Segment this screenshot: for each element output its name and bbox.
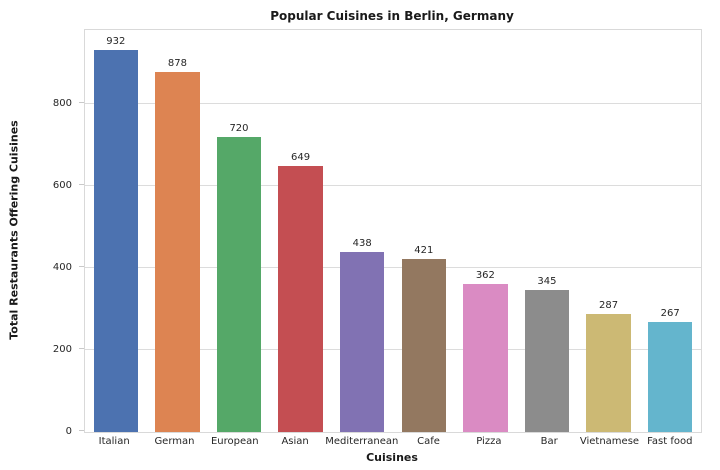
bar-german — [155, 71, 200, 432]
bar-value-cafe: 421 — [414, 245, 434, 257]
bar-european — [216, 136, 262, 432]
bar-slot-fast-food: 267 — [639, 30, 701, 432]
x-tick-label-german: German — [154, 436, 195, 447]
y-tick-label-200: 200 — [52, 343, 72, 355]
x-axis-ticks: Italian German European Asian Mediterranean C… — [84, 436, 700, 447]
y-tick-label-0: 0 — [65, 426, 72, 437]
bar-value-german: 878 — [167, 57, 187, 69]
bar-slot-cafe: 421 — [393, 30, 455, 432]
y-tick-mark-200 — [79, 347, 84, 349]
x-tick-label-cafe: Cafe — [417, 436, 440, 447]
x-tick-label-mediterranean: Mediterranean — [325, 436, 399, 447]
bar-value-asian: 649 — [291, 151, 311, 163]
bar-slot-european: 720 — [208, 30, 270, 432]
bar-slot-bar: 345 — [516, 30, 578, 432]
y-tick-mark-800 — [79, 101, 84, 103]
bar-fast-food — [647, 322, 693, 432]
y-axis-ticks: 0 200 400 600 800 — [0, 29, 84, 437]
bar-pizza — [463, 283, 508, 432]
x-tick-label-italian: Italian — [98, 436, 130, 447]
bars-container: 932 878 720 649 438 421 362 345 287 267 — [85, 30, 701, 432]
bar-slot-asian: 649 — [270, 30, 332, 432]
y-tick-label-600: 600 — [52, 179, 72, 191]
x-tick-label-pizza: Pizza — [476, 436, 502, 447]
bar-slot-german: 878 — [147, 30, 209, 432]
bar-mediterranean — [340, 252, 385, 432]
y-tick-mark-400 — [79, 265, 84, 267]
x-tick-label-vietnamese: Vietnamese — [579, 436, 640, 447]
bar-slot-italian: 932 — [85, 30, 147, 432]
bar-asian — [278, 165, 323, 432]
bar-value-vietnamese: 287 — [599, 300, 619, 312]
x-tick-label-european: European — [210, 436, 259, 447]
bar-value-mediterranean: 438 — [352, 238, 372, 250]
plot-area: 932 878 720 649 438 421 362 345 287 267 — [84, 29, 702, 433]
bar-vietnamese — [586, 314, 631, 432]
bar-value-pizza: 362 — [475, 269, 495, 281]
gridline-200 — [85, 348, 701, 350]
gridline-600 — [85, 184, 701, 186]
bar-value-italian: 932 — [106, 35, 126, 47]
bar-cafe — [401, 259, 446, 432]
bar-slot-vietnamese: 287 — [578, 30, 640, 432]
x-tick-label-bar: Bar — [540, 436, 558, 447]
y-tick-mark-0 — [79, 430, 84, 431]
gridline-800 — [85, 102, 701, 104]
x-tick-label-fast-food: Fast food — [647, 436, 693, 447]
chart-title: Popular Cuisines in Berlin, Germany — [270, 9, 514, 23]
bar-value-european: 720 — [229, 122, 249, 134]
bar-slot-mediterranean: 438 — [331, 30, 393, 432]
x-tick-label-asian: Asian — [281, 436, 309, 447]
bar-value-bar: 345 — [537, 276, 557, 288]
bar-slot-pizza: 362 — [455, 30, 517, 432]
bar-value-fast-food: 267 — [660, 308, 680, 320]
y-tick-mark-600 — [79, 183, 84, 185]
y-tick-label-800: 800 — [52, 97, 72, 109]
x-axis-label: Cuisines — [366, 451, 418, 464]
bar-bar — [524, 290, 570, 432]
y-tick-label-400: 400 — [52, 261, 72, 273]
gridline-400 — [85, 266, 701, 268]
bar-italian — [93, 49, 138, 432]
